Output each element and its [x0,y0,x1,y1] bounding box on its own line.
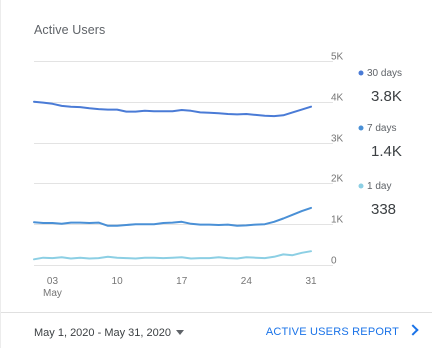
y-tick-label: 3K [331,134,344,145]
legend-label: 1 day [367,181,391,192]
x-tick-label: 10 [112,276,124,287]
x-tick-sublabel: May [43,288,62,299]
legend-dot [358,125,364,131]
x-tick-label: 31 [305,276,317,287]
series-line-1-day [33,250,312,261]
x-tick-label: 17 [176,276,188,287]
report-link-label: ACTIVE USERS REPORT [265,326,399,338]
caret-down-icon [175,330,184,335]
legend-value: 1.4K [371,143,402,160]
chevron-right-icon [407,324,419,336]
card-footer: May 1, 2020 - May 31, 2020 ACTIVE USERS … [1,312,432,348]
active-users-report-link[interactable]: ACTIVE USERS REPORT [265,324,419,338]
legend-label: 30 days [367,68,402,79]
legend-label: 7 days [367,123,396,134]
legend-dot [358,70,364,76]
x-tick-label: 03 [47,276,59,287]
date-range-label: May 1, 2020 - May 31, 2020 [34,327,171,339]
date-range-selector[interactable]: May 1, 2020 - May 31, 2020 [34,327,184,339]
series-line-7-days [33,206,312,227]
legend-value: 338 [371,201,396,218]
series-line-30-days [33,100,312,118]
y-tick-label: 0 [331,256,337,267]
legend-dot [358,183,364,189]
y-tick-label: 4K [331,93,344,104]
y-tick-label: 5K [331,52,344,63]
x-tick-label: 24 [241,276,253,287]
y-tick-label: 2K [331,174,344,185]
card-title: Active Users [34,23,106,37]
y-tick-label: 1K [331,215,344,226]
legend-value: 3.8K [371,88,402,105]
